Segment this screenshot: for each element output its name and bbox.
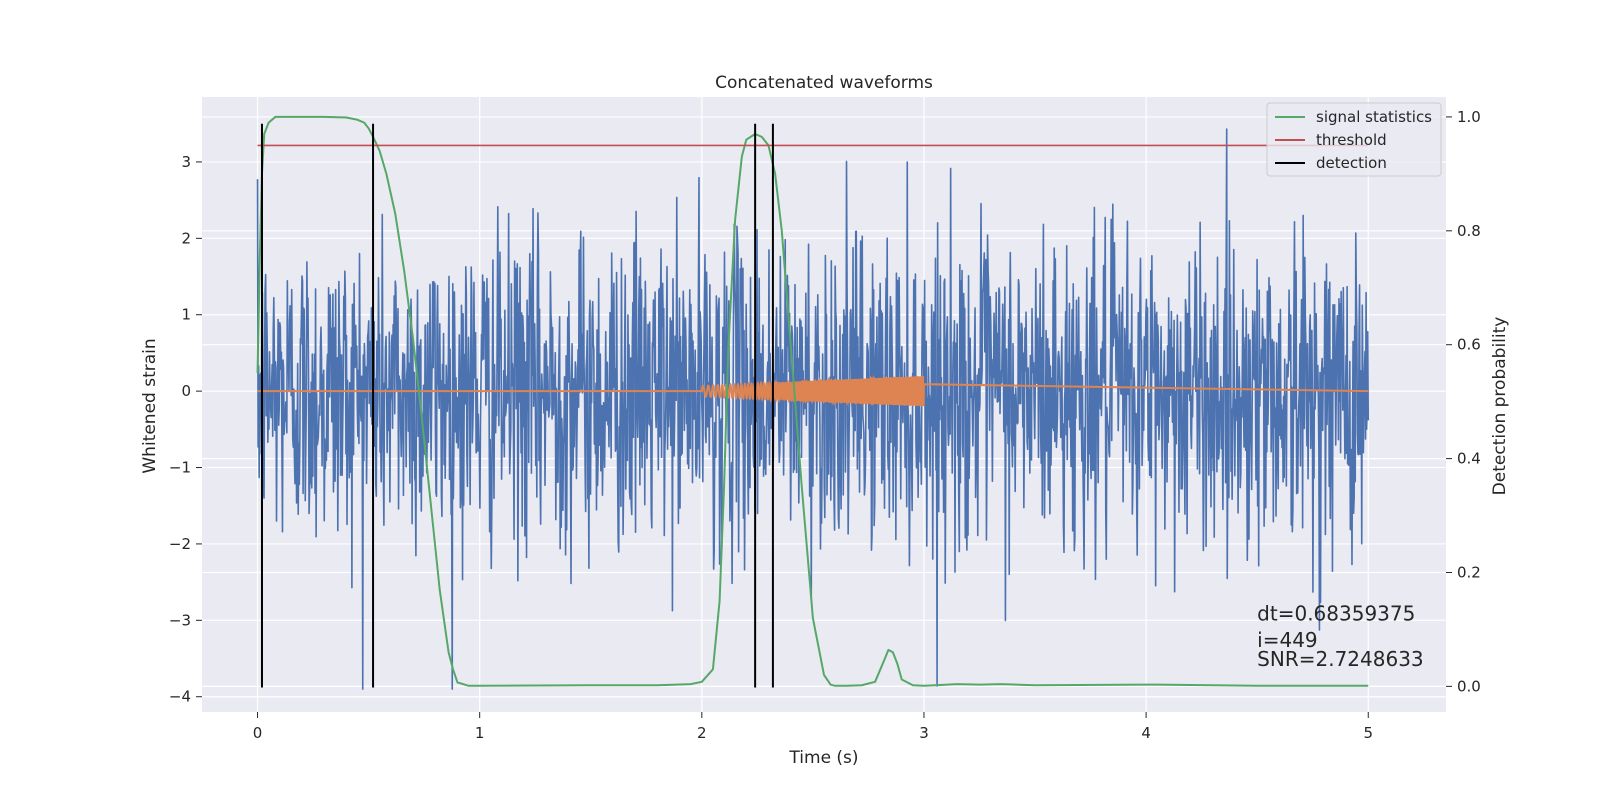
x-tick-label: 4	[1141, 724, 1151, 742]
right-y-tick-label: 0.0	[1457, 677, 1481, 695]
left-y-tick-label: 3	[181, 153, 191, 171]
strain-series	[256, 128, 1370, 690]
annotation-2: i=449	[1257, 628, 1318, 652]
annotation-3: SNR=2.7248633	[1257, 647, 1423, 671]
injected-waveform-series	[257, 374, 1369, 408]
chart-title: Concatenated waveforms	[715, 73, 933, 93]
x-axis-label: Time (s)	[788, 748, 858, 768]
left-y-tick-label: −4	[169, 688, 191, 706]
x-tick-label: 0	[253, 724, 263, 742]
right-y-tick-label: 0.8	[1457, 222, 1481, 240]
legend-box	[1266, 102, 1442, 177]
left-y-tick-label: 1	[181, 306, 191, 324]
left-y-tick-label: −1	[169, 459, 191, 477]
detection-probability-series	[256, 115, 1369, 687]
legend: signal statistics threshold detection	[1266, 102, 1442, 177]
legend-label-detection: detection	[1316, 154, 1387, 172]
right-y-tick-label: 0.2	[1457, 563, 1481, 581]
right-y-tick-label: 0.6	[1457, 336, 1481, 354]
left-y-tick-label: 0	[181, 382, 191, 400]
legend-label-threshold: threshold	[1316, 131, 1387, 149]
x-tick-label: 3	[919, 724, 929, 742]
left-y-axis: −4 −3 −2 −1 0 1 2 3	[169, 153, 202, 706]
right-y-tick-label: 0.4	[1457, 450, 1481, 468]
right-y-axis-label: Detection probability	[1490, 317, 1510, 496]
injected-waveform-line	[257, 374, 1369, 408]
right-y-axis: 0.0 0.2 0.4 0.6 0.8 1.0	[1446, 108, 1481, 695]
x-axis: 0 1 2 3 4 5	[253, 712, 1373, 742]
x-tick-label: 1	[475, 724, 485, 742]
signal-statistics-line	[256, 115, 1369, 687]
legend-label-signal-statistics: signal statistics	[1316, 108, 1432, 126]
left-y-tick-label: −3	[169, 611, 191, 629]
detection-markers	[260, 123, 774, 688]
x-tick-label: 2	[697, 724, 707, 742]
left-y-axis-label: Whitened strain	[140, 338, 160, 473]
right-y-tick-label: 1.0	[1457, 108, 1481, 126]
left-y-tick-label: 2	[181, 229, 191, 247]
left-y-tick-label: −2	[169, 535, 191, 553]
x-tick-label: 5	[1363, 724, 1373, 742]
strain-line	[256, 128, 1370, 690]
annotation-1: dt=0.68359375	[1257, 601, 1415, 625]
